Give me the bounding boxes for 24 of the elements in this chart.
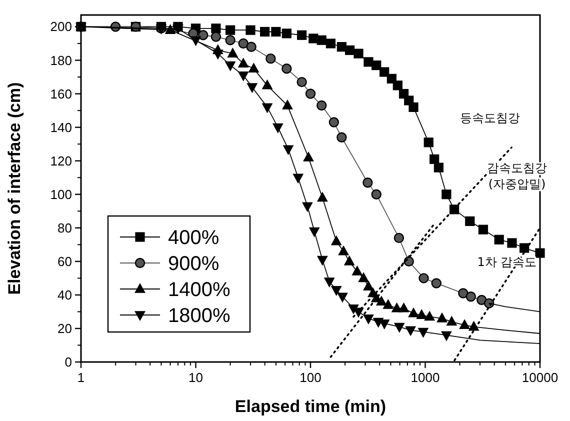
y-axis-title: Elevation of interface (cm) [5, 82, 24, 295]
x-tick-label: 1 [77, 370, 85, 385]
y-tick-label: 80 [58, 220, 72, 236]
y-tick-label: 0 [64, 354, 72, 370]
legend-label: 1400% [168, 279, 230, 301]
y-tick-label: 100 [50, 186, 72, 202]
annotation: 1차 감속도 [477, 255, 537, 269]
y-tick-label: 160 [50, 86, 72, 102]
y-tick-label: 20 [58, 320, 72, 336]
annotation: 등속도침강 [460, 111, 520, 125]
x-tick-label: 1000 [410, 370, 440, 385]
x-tick-label: 10 [188, 370, 203, 385]
y-tick-label: 40 [58, 287, 72, 302]
y-tick-label: 200 [50, 19, 72, 34]
legend-label: 1800% [168, 305, 230, 327]
x-tick-label: 100 [300, 370, 322, 385]
y-tick-label: 180 [50, 52, 72, 68]
legend-label: 900% [168, 253, 220, 275]
y-tick-label: 140 [50, 120, 72, 135]
legend-label: 400% [168, 227, 220, 249]
x-axis-title: Elapsed time (min) [234, 397, 386, 416]
y-tick-label: 60 [58, 254, 72, 269]
y-tick-label: 120 [50, 153, 72, 168]
x-tick-label: 10000 [522, 370, 558, 385]
